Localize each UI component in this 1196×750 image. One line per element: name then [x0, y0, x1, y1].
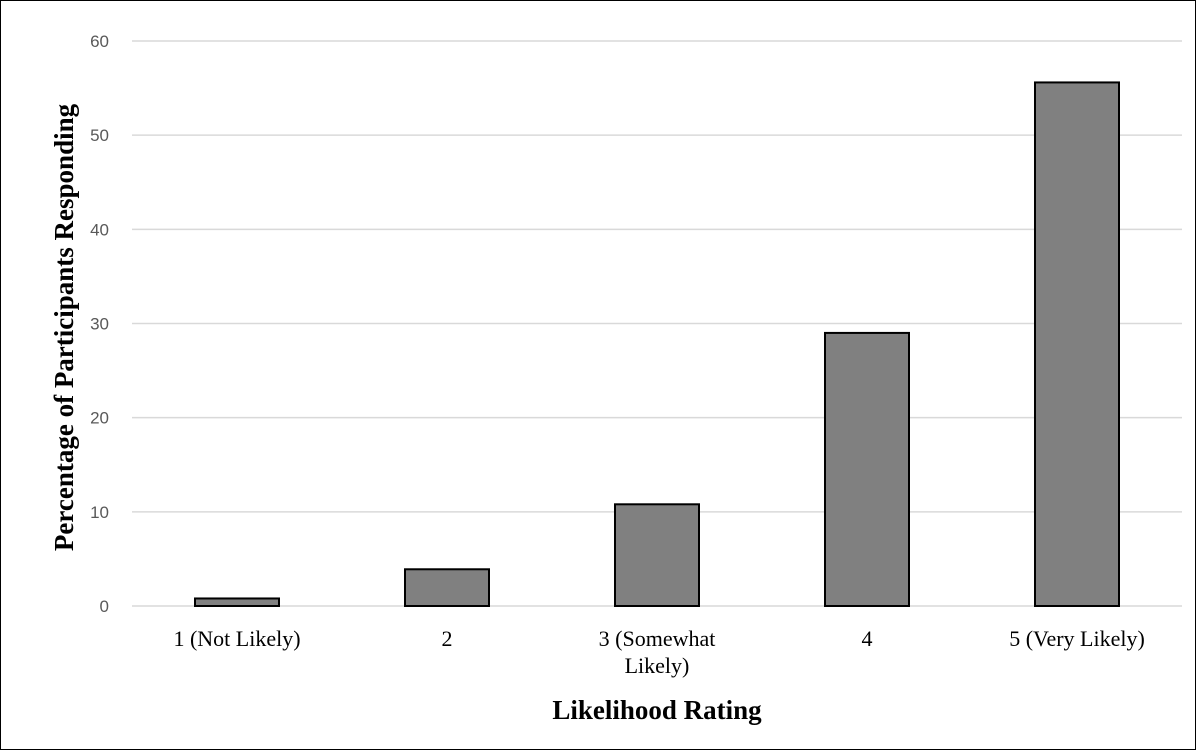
- x-category-label-line: 1 (Not Likely): [173, 626, 300, 651]
- x-category-label: 4: [862, 626, 873, 651]
- x-category-label-line: 2: [442, 626, 453, 651]
- bar-2: [404, 568, 490, 608]
- y-tick-label: 0: [100, 597, 109, 616]
- x-category-label-line: Likely): [625, 653, 690, 678]
- x-category-labels: 1 (Not Likely) 2 3 (Somewhat Likely) 4 5 (Ver…: [173, 626, 1144, 678]
- y-tick-label: 60: [90, 32, 109, 51]
- x-category-label-line: 5 (Very Likely): [1009, 626, 1145, 651]
- y-tick-label: 10: [90, 503, 109, 522]
- y-tick-label: 50: [90, 126, 109, 145]
- x-category-label: 5 (Very Likely): [1009, 626, 1145, 651]
- x-axis-title: Likelihood Rating: [552, 695, 762, 725]
- y-axis-title: Percentage of Participants Responding: [49, 103, 79, 551]
- bar-1: [194, 597, 280, 608]
- x-category-label: 2: [442, 626, 453, 651]
- y-tick-label: 20: [90, 409, 109, 428]
- bars: [194, 81, 1120, 608]
- gridlines: [132, 40, 1182, 607]
- bar-3: [614, 503, 700, 607]
- y-tick-labels: 0 10 20 30 40 50 60: [90, 32, 109, 616]
- y-tick-label: 40: [90, 220, 109, 239]
- x-category-label-line: 3 (Somewhat: [599, 626, 716, 651]
- bar-4: [824, 331, 910, 607]
- x-category-label: 1 (Not Likely): [173, 626, 300, 651]
- bar-5: [1034, 81, 1120, 607]
- y-tick-label: 30: [90, 315, 109, 334]
- x-category-label-line: 4: [862, 626, 873, 651]
- x-category-label: 3 (Somewhat Likely): [599, 626, 716, 678]
